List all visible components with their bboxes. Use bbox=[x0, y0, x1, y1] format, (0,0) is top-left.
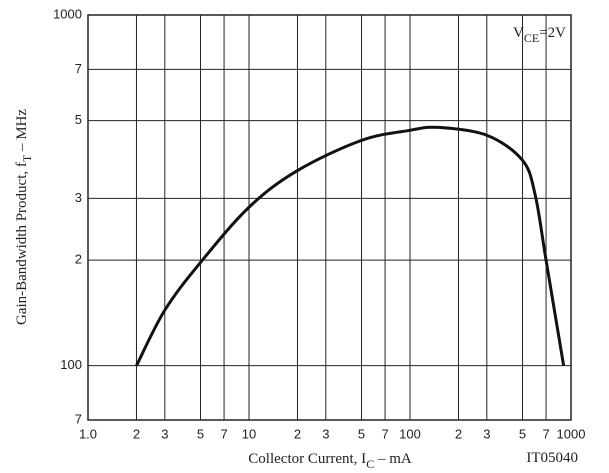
y-tick-label: 7 bbox=[75, 61, 82, 76]
x-tick-label: 2 bbox=[294, 426, 301, 441]
figure-id: IT05040 bbox=[526, 450, 578, 466]
x-tick-label: 100 bbox=[399, 426, 421, 441]
x-tick-label: 7 bbox=[542, 426, 549, 441]
y-tick-label: 3 bbox=[75, 190, 82, 205]
x-tick-label: 5 bbox=[197, 426, 204, 441]
data-line bbox=[135, 125, 566, 367]
x-tick-label: 1000 bbox=[557, 426, 586, 441]
x-tick-label: 1.0 bbox=[79, 426, 97, 441]
y-label-unit: – MHz bbox=[14, 109, 30, 155]
y-tick-label: 2 bbox=[75, 252, 82, 267]
x-tick-label: 3 bbox=[161, 426, 168, 441]
x-tick-label: 3 bbox=[483, 426, 490, 441]
y-tick-label: 100 bbox=[60, 357, 82, 372]
y-tick-label: 5 bbox=[75, 112, 82, 127]
x-tick-label: 7 bbox=[220, 426, 227, 441]
x-tick-label: 5 bbox=[519, 426, 526, 441]
plot-frame bbox=[87, 14, 572, 421]
y-label-main: Gain-Bandwidth Product, f bbox=[14, 162, 30, 325]
x-label-unit: – mA bbox=[374, 451, 412, 467]
y-label-sub: T bbox=[20, 154, 34, 162]
x-tick-label: 2 bbox=[455, 426, 462, 441]
x-tick-label: 7 bbox=[381, 426, 388, 441]
annotation-rest: =2V bbox=[539, 25, 566, 41]
x-axis-label: Collector Current, IC – mA bbox=[248, 451, 412, 471]
x-label-sub: C bbox=[366, 457, 374, 471]
x-tick-label: 5 bbox=[358, 426, 365, 441]
y-axis-label: Gain-Bandwidth Product, fT – MHz bbox=[14, 109, 34, 325]
x-tick-label: 2 bbox=[133, 426, 140, 441]
x-tick-label: 3 bbox=[322, 426, 329, 441]
x-label-main: Collector Current, I bbox=[248, 451, 366, 467]
y-tick-label: 1000 bbox=[53, 6, 82, 21]
annotation-main: V bbox=[513, 25, 524, 41]
annotation-sub: CE bbox=[524, 31, 539, 45]
x-tick-label: 10 bbox=[242, 426, 256, 441]
y-tick-label: 7 bbox=[75, 411, 82, 426]
